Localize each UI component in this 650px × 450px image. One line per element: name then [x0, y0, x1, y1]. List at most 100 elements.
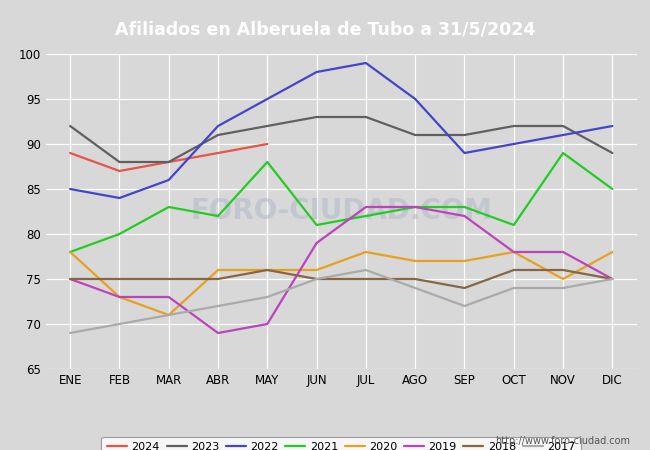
2017 — [510, 285, 517, 291]
2022 — [461, 150, 469, 156]
2020 — [116, 294, 124, 300]
2018 — [461, 285, 469, 291]
2018 — [116, 276, 124, 282]
2021 — [411, 204, 419, 210]
2023 — [510, 123, 517, 129]
2020 — [165, 312, 173, 318]
2019 — [214, 330, 222, 336]
2020 — [313, 267, 320, 273]
2024 — [214, 150, 222, 156]
2024 — [116, 168, 124, 174]
2019 — [116, 294, 124, 300]
2019 — [362, 204, 370, 210]
2021 — [461, 204, 469, 210]
2017 — [362, 267, 370, 273]
2017 — [214, 303, 222, 309]
2020 — [608, 249, 616, 255]
2017 — [608, 276, 616, 282]
2018 — [510, 267, 517, 273]
2023 — [362, 114, 370, 120]
Line: 2023: 2023 — [70, 117, 612, 162]
2019 — [510, 249, 517, 255]
2019 — [461, 213, 469, 219]
2023 — [559, 123, 567, 129]
2019 — [559, 249, 567, 255]
2020 — [362, 249, 370, 255]
2020 — [214, 267, 222, 273]
2018 — [313, 276, 320, 282]
2017 — [66, 330, 74, 336]
2020 — [510, 249, 517, 255]
2020 — [66, 249, 74, 255]
2022 — [66, 186, 74, 192]
2023 — [411, 132, 419, 138]
2022 — [165, 177, 173, 183]
Line: 2021: 2021 — [70, 153, 612, 252]
2018 — [263, 267, 271, 273]
2019 — [608, 276, 616, 282]
2017 — [116, 321, 124, 327]
2018 — [165, 276, 173, 282]
2022 — [510, 141, 517, 147]
2022 — [263, 96, 271, 102]
2017 — [313, 276, 320, 282]
2017 — [559, 285, 567, 291]
2017 — [461, 303, 469, 309]
2022 — [313, 69, 320, 75]
Text: http://www.foro-ciudad.com: http://www.foro-ciudad.com — [495, 436, 630, 446]
2018 — [411, 276, 419, 282]
2019 — [165, 294, 173, 300]
2019 — [411, 204, 419, 210]
2018 — [362, 276, 370, 282]
2020 — [411, 258, 419, 264]
2023 — [608, 150, 616, 156]
2019 — [263, 321, 271, 327]
Text: Afiliados en Alberuela de Tubo a 31/5/2024: Afiliados en Alberuela de Tubo a 31/5/20… — [115, 21, 535, 39]
2021 — [510, 222, 517, 228]
Line: 2020: 2020 — [70, 252, 612, 315]
Line: 2024: 2024 — [70, 144, 267, 171]
2024 — [263, 141, 271, 147]
Line: 2018: 2018 — [70, 270, 612, 288]
Legend: 2024, 2023, 2022, 2021, 2020, 2019, 2018, 2017: 2024, 2023, 2022, 2021, 2020, 2019, 2018… — [101, 437, 581, 450]
2024 — [165, 159, 173, 165]
2019 — [66, 276, 74, 282]
2022 — [362, 60, 370, 66]
2023 — [66, 123, 74, 129]
2020 — [461, 258, 469, 264]
2021 — [362, 213, 370, 219]
Line: 2017: 2017 — [70, 270, 612, 333]
2021 — [116, 231, 124, 237]
2018 — [214, 276, 222, 282]
2017 — [411, 285, 419, 291]
2023 — [313, 114, 320, 120]
2021 — [313, 222, 320, 228]
2020 — [559, 276, 567, 282]
2018 — [608, 276, 616, 282]
2017 — [263, 294, 271, 300]
2019 — [313, 240, 320, 246]
2021 — [165, 204, 173, 210]
2022 — [608, 123, 616, 129]
2021 — [559, 150, 567, 156]
2021 — [66, 249, 74, 255]
2018 — [66, 276, 74, 282]
2017 — [165, 312, 173, 318]
2022 — [116, 195, 124, 201]
Line: 2019: 2019 — [70, 207, 612, 333]
Line: 2022: 2022 — [70, 63, 612, 198]
Text: FORO-CIUDAD.COM: FORO-CIUDAD.COM — [190, 198, 492, 225]
2018 — [559, 267, 567, 273]
2021 — [214, 213, 222, 219]
2022 — [214, 123, 222, 129]
2023 — [214, 132, 222, 138]
2024 — [66, 150, 74, 156]
2020 — [263, 267, 271, 273]
2023 — [263, 123, 271, 129]
2021 — [608, 186, 616, 192]
2022 — [411, 96, 419, 102]
2023 — [165, 159, 173, 165]
2022 — [559, 132, 567, 138]
2021 — [263, 159, 271, 165]
2023 — [461, 132, 469, 138]
